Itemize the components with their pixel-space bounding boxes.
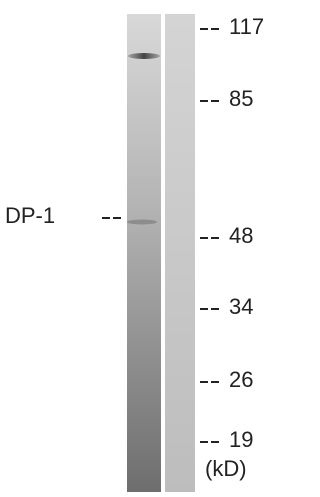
lane-2 <box>165 14 195 492</box>
blot-figure: DP-1 (kD) 117 85 48 34 26 19 <box>0 0 289 492</box>
band <box>127 220 157 225</box>
unit-label: (kD) <box>205 456 247 481</box>
lane-1 <box>127 14 161 492</box>
marker-label: 26 <box>229 367 253 392</box>
marker-label: 34 <box>229 294 253 319</box>
marker-label: 19 <box>229 427 253 452</box>
marker-label: 117 <box>229 14 264 39</box>
band <box>128 53 160 59</box>
marker-label: 85 <box>229 86 253 111</box>
marker-label: 48 <box>229 223 253 248</box>
band-label: DP-1 <box>5 203 55 228</box>
